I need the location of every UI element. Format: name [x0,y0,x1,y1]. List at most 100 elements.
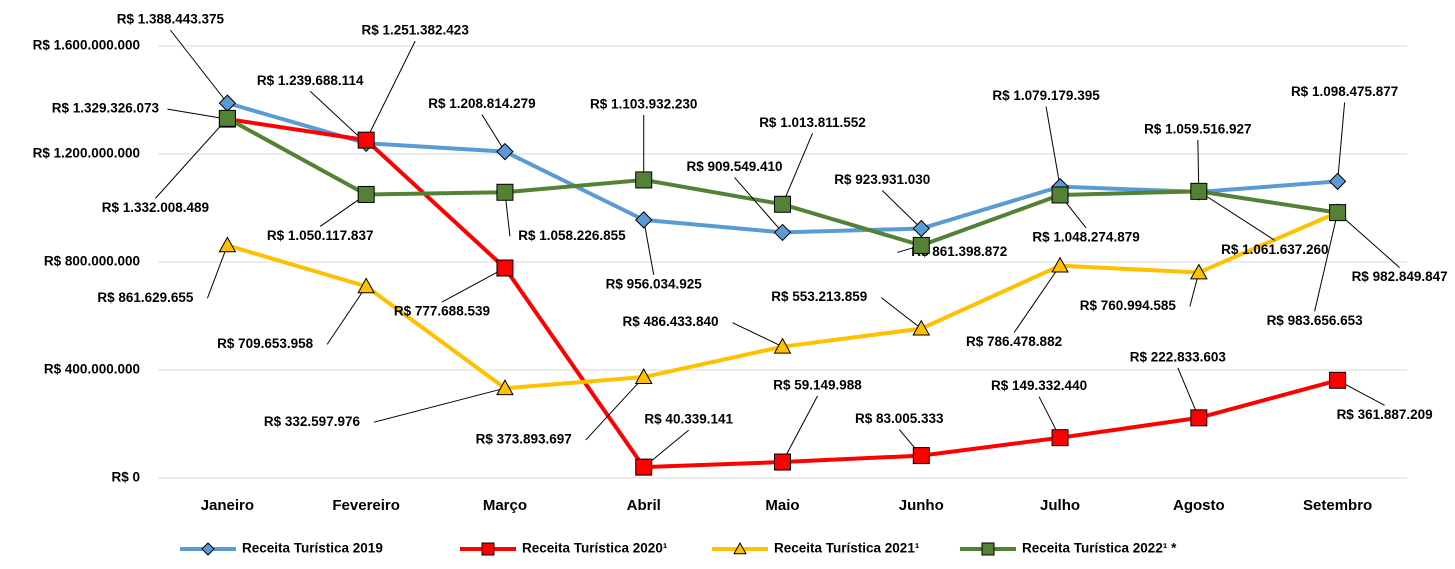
x-tick-label: Janeiro [201,497,254,514]
leader-line [1198,190,1276,241]
marker [773,223,792,242]
x-tick-label: Junho [899,497,944,514]
marker [912,219,930,238]
marker [981,542,995,556]
y-tick-label: R$ 1.600.000.000 [33,38,140,53]
leader-line [373,387,506,423]
leader-line [326,286,367,345]
data-label: R$ 1.239.688.114 [257,73,364,88]
data-label: R$ 1.050.117.837 [267,228,374,243]
marker [201,542,215,556]
marker [357,131,375,149]
legend-label: Receita Turística 2019 [242,541,383,556]
marker [496,183,514,201]
marker [635,171,653,189]
data-label: R$ 1.098.475.877 [1291,84,1398,99]
data-label: R$ 1.079.179.395 [992,88,1100,103]
leader-line [782,395,818,463]
leader-line [155,118,228,199]
x-tick-label: Março [483,497,527,514]
marker [1051,186,1069,204]
leader-line [441,267,506,303]
data-label: R$ 983.656.653 [1267,313,1364,328]
data-label: R$ 1.058.226.855 [518,228,626,243]
leader-line [880,297,922,330]
leader-line [481,114,506,152]
marker [1329,371,1347,389]
leader-line [206,245,228,299]
data-label: R$ 1.013.811.552 [759,115,866,130]
marker [1051,256,1069,273]
data-label: R$ 861.629.655 [97,290,194,305]
leader-line [169,29,228,104]
leader-line [782,133,813,205]
marker [1051,429,1069,447]
leader-line [643,219,655,275]
marker [635,211,653,229]
marker [774,195,791,213]
data-label: R$ 786.478.882 [966,334,1062,349]
data-label: R$ 709.653.958 [217,336,314,351]
leader-line [732,322,783,348]
data-label: R$ 149.332.440 [991,378,1087,393]
data-label: R$ 486.433.840 [622,314,718,329]
data-label: R$ 1.251.382.423 [361,23,469,38]
data-label: R$ 956.034.925 [606,276,703,291]
data-label: R$ 760.994.585 [1080,298,1177,313]
y-tick-label: R$ 1.200.000.000 [33,146,140,161]
data-label: R$ 1.329.326.073 [52,101,160,116]
data-label: R$ 83.005.333 [855,411,944,426]
leader-line [1013,265,1061,333]
marker [634,368,653,384]
leader-line [365,40,416,141]
marker [912,319,931,336]
leader-line [881,190,922,229]
data-label: R$ 923.931.030 [834,172,930,187]
y-tick-label: R$ 0 [111,470,140,485]
marker [1189,263,1208,280]
marker [496,142,514,161]
data-label: R$ 59.149.988 [773,378,862,393]
legend-label: Receita Turística 2022¹ * [1022,541,1177,556]
leader-line [585,376,645,441]
x-tick-label: Setembro [1303,497,1372,514]
x-tick-label: Agosto [1173,497,1225,514]
marker [496,259,514,277]
marker [1329,204,1347,222]
marker [357,185,375,203]
marker [218,109,236,127]
data-label: R$ 909.549.410 [686,159,782,174]
leader-line [1314,212,1339,312]
leader-line [1337,212,1400,269]
x-tick-label: Abril [627,497,661,514]
data-label: R$ 982.849.847 [1352,269,1448,284]
data-label: R$ 222.833.603 [1130,349,1227,364]
data-label: R$ 361.887.209 [1337,407,1433,422]
x-tick-label: Julho [1040,497,1080,514]
marker [635,458,653,476]
y-tick-label: R$ 800.000.000 [44,254,140,269]
leader-line [1045,106,1061,187]
legend-label: Receita Turística 2020¹ [522,541,668,556]
marker [912,236,930,254]
marker [912,447,930,465]
data-label: R$ 1.048.274.879 [1032,230,1139,245]
marker [774,453,791,471]
x-tick-label: Fevereiro [332,497,400,514]
leader-line [167,108,228,120]
data-label: R$ 1.332.008.489 [102,200,209,215]
data-label: R$ 373.893.697 [476,432,572,447]
y-tick-label: R$ 400.000.000 [44,362,140,377]
data-label: R$ 1.388.443.375 [117,12,225,27]
data-label: R$ 777.688.539 [394,304,490,319]
data-label: R$ 861.398.872 [911,244,1007,259]
marker [357,277,376,294]
data-label: R$ 1.059.516.927 [1144,121,1251,136]
data-label: R$ 40.339.141 [644,412,733,427]
marker [481,542,495,556]
leader-line [309,90,367,144]
leader-line [734,177,783,233]
marker [496,379,514,396]
marker [1328,172,1347,191]
